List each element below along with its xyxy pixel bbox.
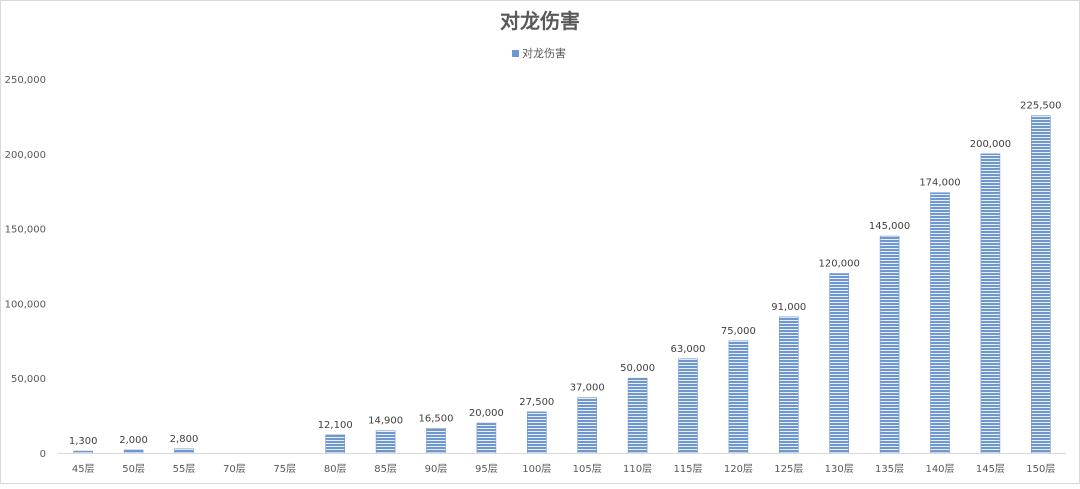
x-tick-label: 80层 <box>324 463 347 475</box>
data-label: 75,000 <box>721 326 756 337</box>
bar <box>526 411 547 454</box>
data-label: 120,000 <box>819 258 860 269</box>
data-label: 27,500 <box>519 397 554 408</box>
bar <box>728 340 749 454</box>
bar <box>829 273 850 454</box>
y-tick-label: 0 <box>40 449 46 460</box>
data-label: 2,800 <box>170 434 199 445</box>
data-label: 225,500 <box>1020 101 1061 112</box>
x-tick-label: 120层 <box>724 463 753 475</box>
data-label: 145,000 <box>869 221 910 232</box>
y-tick-label: 50,000 <box>11 374 46 385</box>
bar <box>930 192 950 454</box>
bar <box>778 316 799 454</box>
x-tick-label: 70层 <box>223 463 246 475</box>
bar <box>627 377 648 454</box>
x-tick-label: 95层 <box>475 463 498 475</box>
bar <box>73 450 93 454</box>
x-tick-label: 150层 <box>1026 463 1055 475</box>
data-label: 1,300 <box>69 436 98 447</box>
data-label: 14,900 <box>368 416 403 427</box>
x-tick-label: 55层 <box>173 463 196 475</box>
bar <box>123 449 144 454</box>
x-tick-label: 105层 <box>573 463 602 475</box>
bar <box>426 428 446 454</box>
bar <box>879 235 900 454</box>
x-axis: 45层 50层 55层 70层 75层 80层 85层 90层 95层 100层 105层 110层 1… <box>58 453 1066 475</box>
bar <box>375 430 396 454</box>
x-tick-label: 50层 <box>122 463 145 475</box>
y-axis: 0 50,000 100,000 150,000 200,000 250,000 <box>5 75 46 460</box>
bar <box>174 448 194 454</box>
chart-title: 对龙伤害 <box>500 9 580 33</box>
bar <box>325 434 346 454</box>
bar <box>577 397 598 454</box>
y-tick-label: 100,000 <box>5 299 46 310</box>
x-tick-label: 90层 <box>425 463 448 475</box>
y-tick-label: 150,000 <box>5 225 46 236</box>
legend: 对龙伤害 <box>512 46 566 60</box>
data-label: 2,000 <box>119 435 148 446</box>
x-tick-label: 45层 <box>72 463 95 475</box>
x-tick-label: 140层 <box>925 463 954 475</box>
bar <box>980 153 1001 454</box>
bar <box>476 422 497 454</box>
legend-label: 对龙伤害 <box>522 46 566 60</box>
data-label: 200,000 <box>970 139 1011 150</box>
data-label: 37,000 <box>570 383 605 394</box>
bar <box>678 358 698 454</box>
legend-swatch <box>512 50 519 57</box>
data-label: 63,000 <box>671 344 706 355</box>
data-label: 174,000 <box>919 178 960 189</box>
x-tick-label: 125层 <box>774 463 803 475</box>
data-label: 50,000 <box>620 363 655 374</box>
bar <box>1031 115 1051 454</box>
y-tick-label: 250,000 <box>5 75 46 86</box>
x-tick-label: 75层 <box>273 463 296 475</box>
x-tick-label: 115层 <box>673 463 702 475</box>
data-label: 91,000 <box>771 302 806 313</box>
data-label: 12,100 <box>318 420 353 431</box>
data-label: 20,000 <box>469 408 504 419</box>
x-tick-label: 135层 <box>875 463 904 475</box>
data-label: 16,500 <box>419 413 454 424</box>
y-tick-label: 200,000 <box>5 150 46 161</box>
x-tick-label: 110层 <box>623 463 652 475</box>
x-tick-label: 100层 <box>522 463 551 475</box>
x-tick-label: 130层 <box>825 463 854 475</box>
x-tick-label: 145层 <box>976 463 1005 475</box>
x-tick-label: 85层 <box>374 463 397 475</box>
bars-group: 1,300 2,000 2,800 12,100 14,900 16,500 20,000 2… <box>69 101 1061 454</box>
